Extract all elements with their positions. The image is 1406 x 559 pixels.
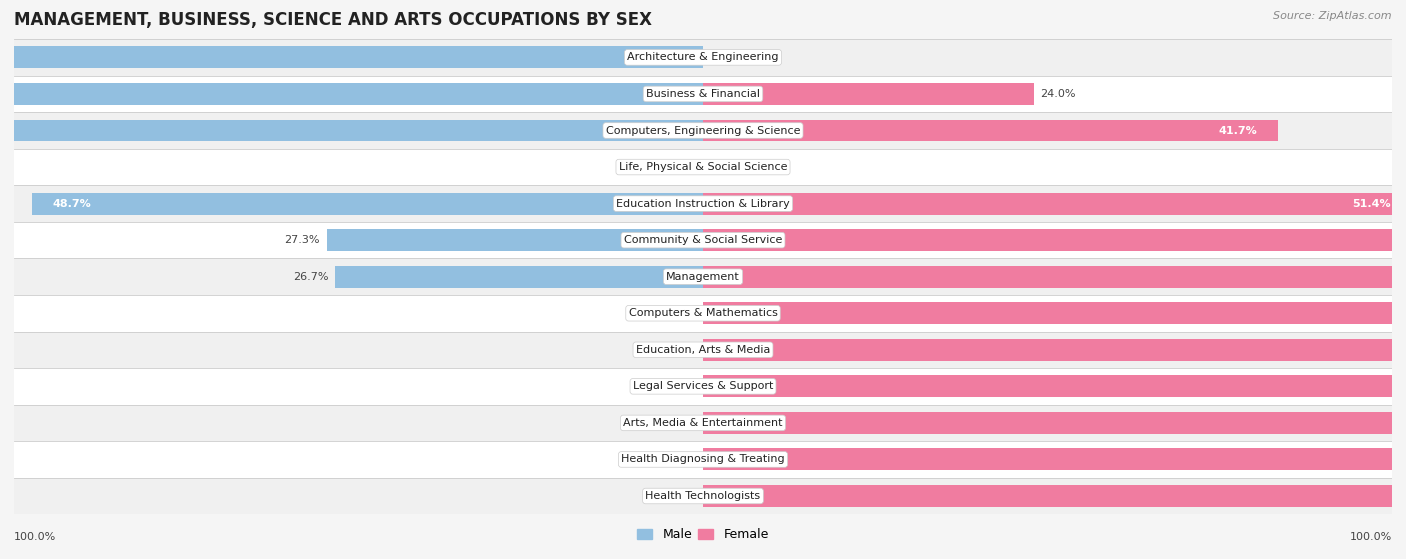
Text: 0.0%: 0.0% xyxy=(661,162,689,172)
Bar xyxy=(0,83,703,105)
Bar xyxy=(14,368,1392,405)
Text: Source: ZipAtlas.com: Source: ZipAtlas.com xyxy=(1274,11,1392,21)
Text: 27.3%: 27.3% xyxy=(284,235,321,245)
Legend: Male, Female: Male, Female xyxy=(633,523,773,546)
Bar xyxy=(326,229,703,251)
Text: Health Technologists: Health Technologists xyxy=(645,491,761,501)
Text: Life, Physical & Social Science: Life, Physical & Social Science xyxy=(619,162,787,172)
Text: 0.0%: 0.0% xyxy=(717,162,745,172)
Text: 41.7%: 41.7% xyxy=(1218,126,1257,135)
Text: Computers & Mathematics: Computers & Mathematics xyxy=(628,308,778,318)
Bar xyxy=(703,302,1406,324)
Text: 0.0%: 0.0% xyxy=(661,381,689,391)
Text: MANAGEMENT, BUSINESS, SCIENCE AND ARTS OCCUPATIONS BY SEX: MANAGEMENT, BUSINESS, SCIENCE AND ARTS O… xyxy=(14,11,652,29)
Text: Business & Financial: Business & Financial xyxy=(645,89,761,99)
Bar xyxy=(14,222,1392,258)
Text: 0.0%: 0.0% xyxy=(661,491,689,501)
Text: 100.0%: 100.0% xyxy=(14,532,56,542)
Text: Health Diagnosing & Treating: Health Diagnosing & Treating xyxy=(621,454,785,465)
Bar xyxy=(0,120,703,141)
Text: Community & Social Service: Community & Social Service xyxy=(624,235,782,245)
Bar xyxy=(703,120,1278,141)
Bar xyxy=(14,39,1392,75)
Bar xyxy=(703,412,1406,434)
Text: 0.0%: 0.0% xyxy=(661,308,689,318)
Text: 0.0%: 0.0% xyxy=(661,454,689,465)
Text: Computers, Engineering & Science: Computers, Engineering & Science xyxy=(606,126,800,135)
Text: Arts, Media & Entertainment: Arts, Media & Entertainment xyxy=(623,418,783,428)
Bar xyxy=(14,295,1392,331)
Bar xyxy=(703,266,1406,288)
Bar xyxy=(703,229,1406,251)
Bar xyxy=(703,376,1406,397)
Bar xyxy=(14,75,1392,112)
Bar xyxy=(703,448,1406,471)
Text: 51.4%: 51.4% xyxy=(1353,198,1391,209)
Bar xyxy=(14,112,1392,149)
Bar xyxy=(14,441,1392,478)
Bar xyxy=(703,83,1033,105)
Text: Legal Services & Support: Legal Services & Support xyxy=(633,381,773,391)
Bar xyxy=(14,258,1392,295)
Text: Architecture & Engineering: Architecture & Engineering xyxy=(627,53,779,63)
Text: 48.7%: 48.7% xyxy=(52,198,91,209)
Text: Education Instruction & Library: Education Instruction & Library xyxy=(616,198,790,209)
Text: 24.0%: 24.0% xyxy=(1040,89,1076,99)
Bar xyxy=(14,331,1392,368)
Bar xyxy=(14,186,1392,222)
Text: 0.0%: 0.0% xyxy=(717,53,745,63)
Bar xyxy=(0,46,703,68)
Text: Management: Management xyxy=(666,272,740,282)
Text: 100.0%: 100.0% xyxy=(1350,532,1392,542)
Text: 0.0%: 0.0% xyxy=(661,418,689,428)
Text: 0.0%: 0.0% xyxy=(661,345,689,355)
Bar xyxy=(703,339,1406,361)
Bar xyxy=(14,405,1392,441)
Text: Education, Arts & Media: Education, Arts & Media xyxy=(636,345,770,355)
Bar xyxy=(14,149,1392,186)
Text: 26.7%: 26.7% xyxy=(292,272,328,282)
Bar xyxy=(32,193,703,215)
Bar xyxy=(14,478,1392,514)
Bar xyxy=(335,266,703,288)
Bar xyxy=(703,485,1406,507)
Bar xyxy=(703,193,1406,215)
